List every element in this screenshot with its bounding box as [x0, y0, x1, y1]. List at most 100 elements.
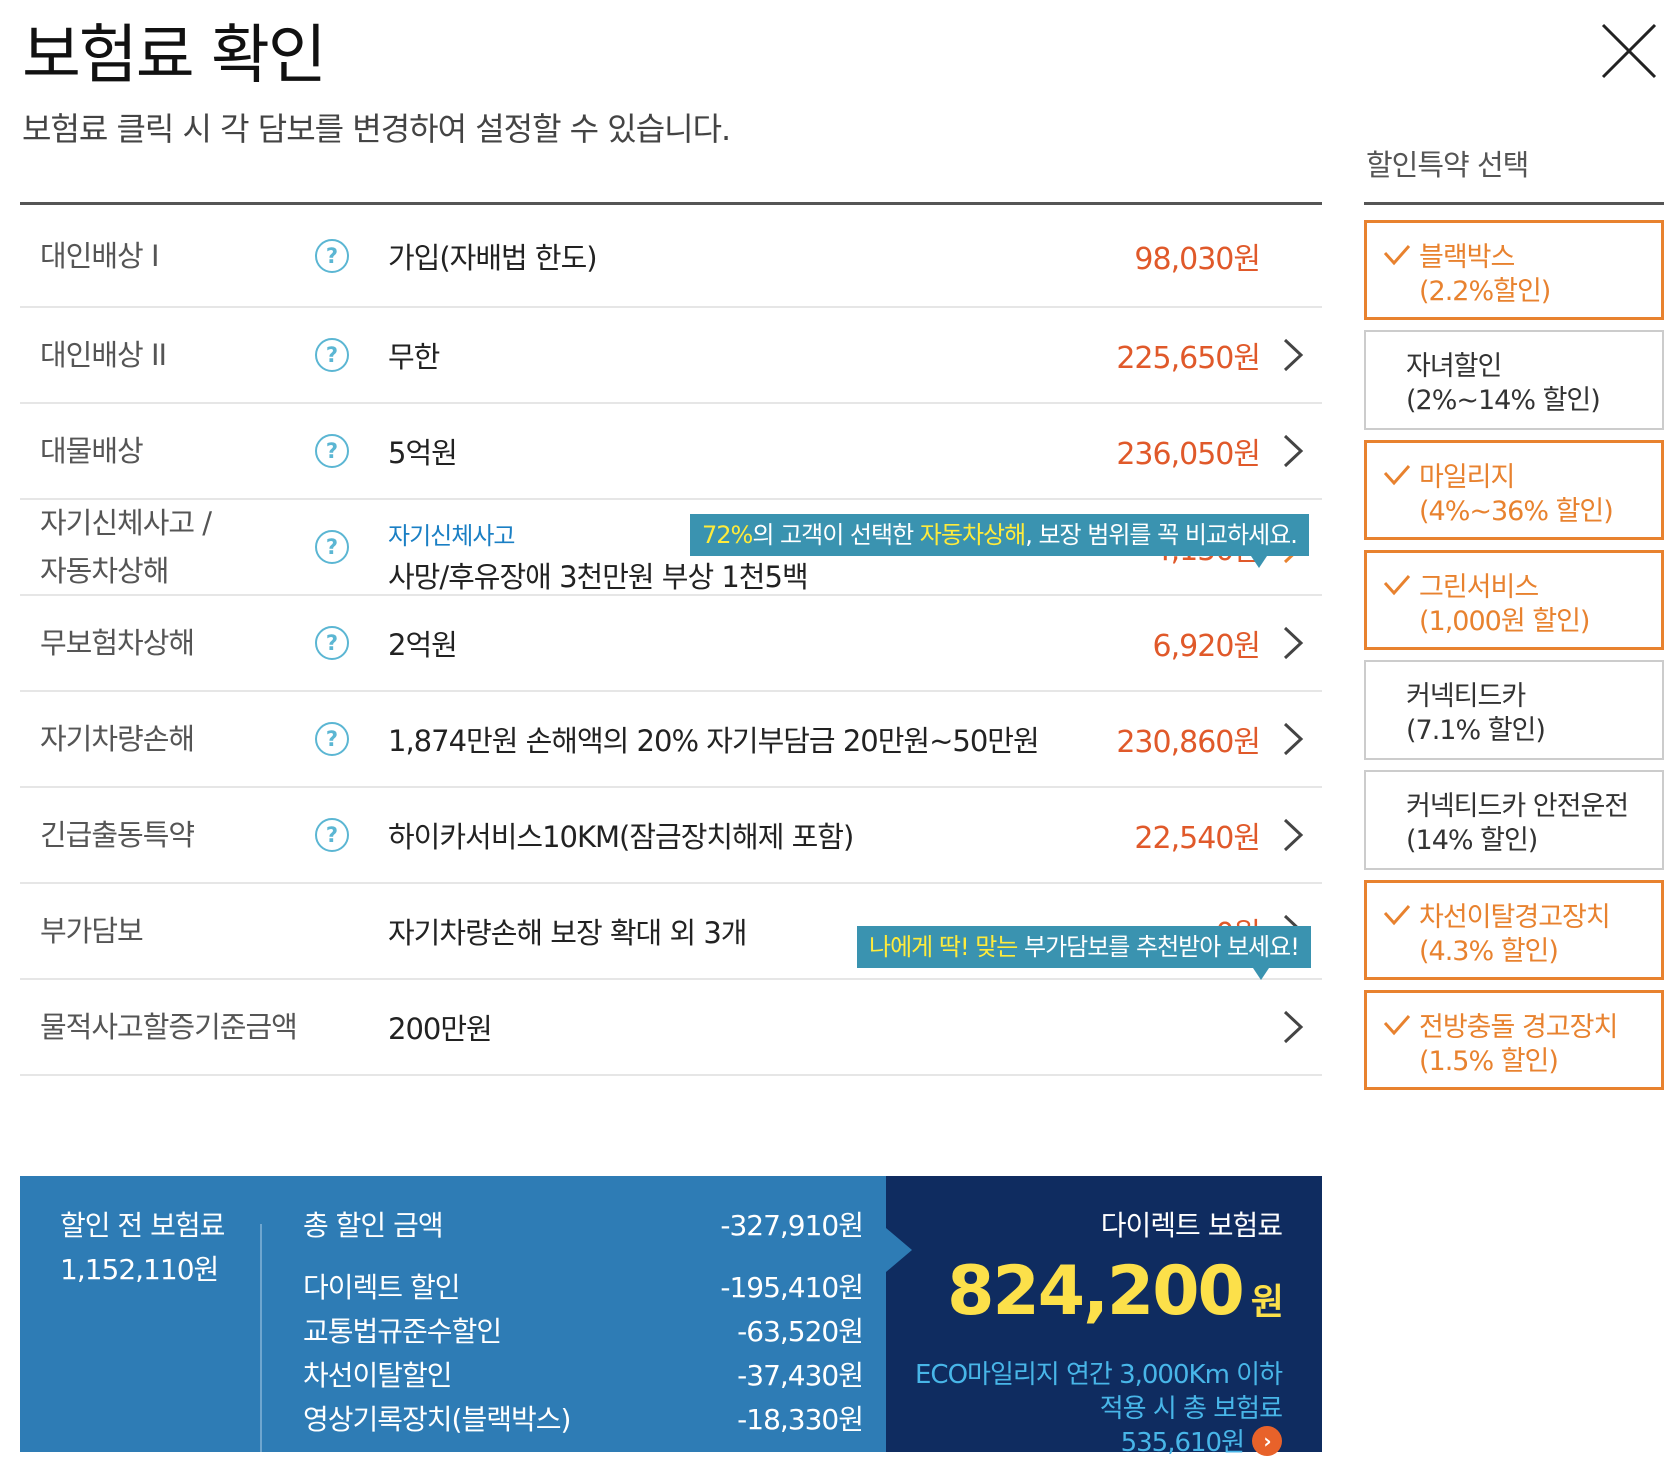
help-icon[interactable]: ? [315, 818, 349, 852]
help-icon[interactable]: ? [315, 626, 349, 660]
discount-option-blackbox[interactable]: 블랙박스 (2.2%할인) [1364, 220, 1664, 320]
discount-option-mileage[interactable]: 마일리지 (4%~36% 할인) [1364, 440, 1664, 540]
eco-mileage-note: ECO마일리지 연간 3,000Km 이하 [914, 1360, 1283, 1390]
page-title: 보험료 확인 [22, 19, 327, 93]
coverage-label: 무보험차상해 [40, 626, 195, 660]
header-divider [20, 202, 1322, 205]
chevron-right-icon[interactable] [1282, 433, 1304, 469]
discount-option-rate: (2%~14% 할인) [1406, 385, 1601, 416]
check-icon [1383, 465, 1411, 486]
coverage-price[interactable]: 236,050원 [1116, 437, 1261, 472]
coverage-row-surcharge-threshold[interactable]: 물적사고할증기준금액 200만원 [20, 980, 1322, 1076]
chevron-right-icon[interactable] [1282, 625, 1304, 661]
coverage-value: 자기차량손해 보장 확대 외 3개 [388, 916, 747, 950]
coverage-row-emergency-dispatch[interactable]: 긴급출동특약 ? 하이카서비스10KM(잠금장치해제 포함) 22,540원 [20, 788, 1322, 884]
discount-option-rate: (1.5% 할인) [1419, 1046, 1559, 1077]
direct-premium-amount: 824,200 [947, 1252, 1245, 1331]
chevron-right-icon[interactable] [1282, 1009, 1304, 1045]
coverage-label-line1: 자기신체사고 / [40, 506, 212, 540]
discount-option-name: 차선이탈경고장치 [1419, 902, 1611, 933]
coverage-value-sub[interactable]: 자기신체사고 [388, 522, 515, 550]
close-button[interactable] [1600, 22, 1658, 80]
discount-option-connected-safe-driving[interactable]: 커넥티드카 안전운전 (14% 할인) [1364, 770, 1664, 870]
discount-row: 차선이탈할인 -37,430원 [303, 1354, 864, 1394]
check-icon [1383, 905, 1411, 926]
direct-premium-label: 다이렉트 보험료 [1100, 1209, 1283, 1242]
tooltip-highlight: 72% [702, 521, 753, 549]
coverage-value: 1,874만원 손해액의 20% 자기부담금 20만원~50만원 [388, 724, 1040, 758]
discount-option-name: 자녀할인 [1406, 351, 1502, 382]
direct-premium-value: 824,200 원 [947, 1252, 1284, 1331]
discount-option-lane-departure[interactable]: 차선이탈경고장치 (4.3% 할인) [1364, 880, 1664, 980]
chevron-right-icon[interactable] [1282, 721, 1304, 757]
coverage-price[interactable]: 225,650원 [1116, 341, 1261, 376]
coverage-value: 사망/후유장애 3천만원 부상 1천5백 [388, 560, 809, 594]
discount-label: 차선이탈할인 [303, 1359, 453, 1392]
tooltip-highlight: 자동차상해 [919, 521, 1026, 549]
discount-option-rate: (1,000원 할인) [1419, 606, 1590, 637]
discount-label: 교통법규준수할인 [303, 1315, 502, 1348]
discount-label: 다이렉트 할인 [303, 1271, 460, 1304]
coverage-row-bodily-injury-2[interactable]: 대인배상 II ? 무한 225,650원 [20, 308, 1322, 404]
page-subtitle: 보험료 클릭 시 각 담보를 변경하여 설정할 수 있습니다. [22, 110, 731, 148]
discount-option-name: 마일리지 [1419, 462, 1515, 493]
summary-divider [260, 1224, 262, 1452]
arrow-right-icon[interactable]: › [1252, 1425, 1282, 1456]
coverage-label: 대물배상 [40, 434, 144, 468]
discount-summary-panel: 할인 전 보험료 1,152,110원 총 할인 금액 -327,910원 다이… [20, 1176, 886, 1452]
coverage-label-line2: 자동차상해 [40, 554, 169, 588]
coverage-value: 200만원 [388, 1012, 493, 1046]
summary-pointer [886, 1228, 912, 1272]
tooltip-text: , 보장 범위를 꼭 비교하세요. [1025, 521, 1298, 549]
coverage-row-uninsured-motorist[interactable]: 무보험차상해 ? 2억원 6,920원 [20, 596, 1322, 692]
tooltip-highlight: 나에게 딱! 맞는 [869, 933, 1018, 961]
discount-option-forward-collision[interactable]: 전방충돌 경고장치 (1.5% 할인) [1364, 990, 1664, 1090]
coverage-label: 자기차량손해 [40, 722, 195, 756]
coverage-price[interactable]: 98,030원 [1134, 241, 1261, 277]
help-icon[interactable]: ? [315, 338, 349, 372]
help-icon[interactable]: ? [315, 434, 349, 468]
discount-option-child[interactable]: 자녀할인 (2%~14% 할인) [1364, 330, 1664, 430]
discount-option-green-service[interactable]: 그린서비스 (1,000원 할인) [1364, 550, 1664, 650]
coverage-value: 하이카서비스10KM(잠금장치해제 포함) [388, 820, 854, 854]
coverage-value: 무한 [388, 340, 440, 374]
discount-row: 영상기록장치(블랙박스) -18,330원 [303, 1398, 864, 1438]
discount-option-rate: (2.2%할인) [1419, 276, 1551, 307]
discount-label: 영상기록장치(블랙박스) [303, 1403, 571, 1436]
discount-amount: -37,430원 [737, 1359, 864, 1392]
coverage-row-own-vehicle-damage[interactable]: 자기차량손해 ? 1,874만원 손해액의 20% 자기부담금 20만원~50만… [20, 692, 1322, 788]
chevron-right-icon[interactable] [1282, 817, 1304, 853]
discount-option-rate: (7.1% 할인) [1406, 715, 1546, 746]
tooltip-additional: 나에게 딱! 맞는 부가담보를 추천받아 보세요! [857, 926, 1311, 980]
tooltip-personal-injury: 72%의 고객이 선택한 자동차상해, 보장 범위를 꼭 비교하세요. [690, 514, 1309, 568]
coverage-value: 가입(자배법 한도) [388, 240, 598, 275]
help-icon[interactable]: ? [315, 722, 349, 756]
discount-amount: -18,330원 [737, 1403, 864, 1436]
chevron-right-icon[interactable] [1282, 337, 1304, 373]
help-icon[interactable]: ? [315, 238, 349, 273]
discount-label: 총 할인 금액 [303, 1209, 444, 1242]
discount-amount: -195,410원 [720, 1271, 864, 1304]
coverage-price[interactable]: 230,860원 [1116, 725, 1261, 760]
discount-option-name: 커넥티드카 안전운전 [1406, 791, 1629, 822]
discount-row: 다이렉트 할인 -195,410원 [303, 1266, 864, 1306]
tooltip-text: 부가담보를 추천받아 보세요! [1017, 933, 1300, 961]
coverage-price[interactable]: 6,920원 [1152, 629, 1261, 664]
coverage-row-property-damage[interactable]: 대물배상 ? 5억원 236,050원 [20, 404, 1322, 500]
close-icon [1601, 23, 1657, 79]
help-icon[interactable]: ? [315, 530, 349, 564]
check-icon [1383, 575, 1411, 596]
coverage-value: 5억원 [388, 436, 458, 470]
discount-option-name: 커넥티드카 [1406, 681, 1526, 712]
eco-mileage-note-2: 적용 시 총 보험료 [1099, 1394, 1283, 1424]
coverage-label: 대인배상 II [40, 338, 167, 372]
eco-mileage-total-link[interactable]: 535,610원 › [1121, 1422, 1282, 1459]
tooltip-arrow [1252, 968, 1269, 980]
discount-option-name: 블랙박스 [1419, 242, 1515, 273]
discount-option-connected-car[interactable]: 커넥티드카 (7.1% 할인) [1364, 660, 1664, 760]
premium-summary: 할인 전 보험료 1,152,110원 총 할인 금액 -327,910원 다이… [20, 1176, 1322, 1458]
before-discount-label: 할인 전 보험료 [60, 1209, 225, 1242]
tooltip-text: 의 고객이 선택한 [752, 521, 920, 549]
coverage-price[interactable]: 22,540원 [1134, 821, 1261, 856]
discount-options-title: 할인특약 선택 [1366, 148, 1529, 182]
